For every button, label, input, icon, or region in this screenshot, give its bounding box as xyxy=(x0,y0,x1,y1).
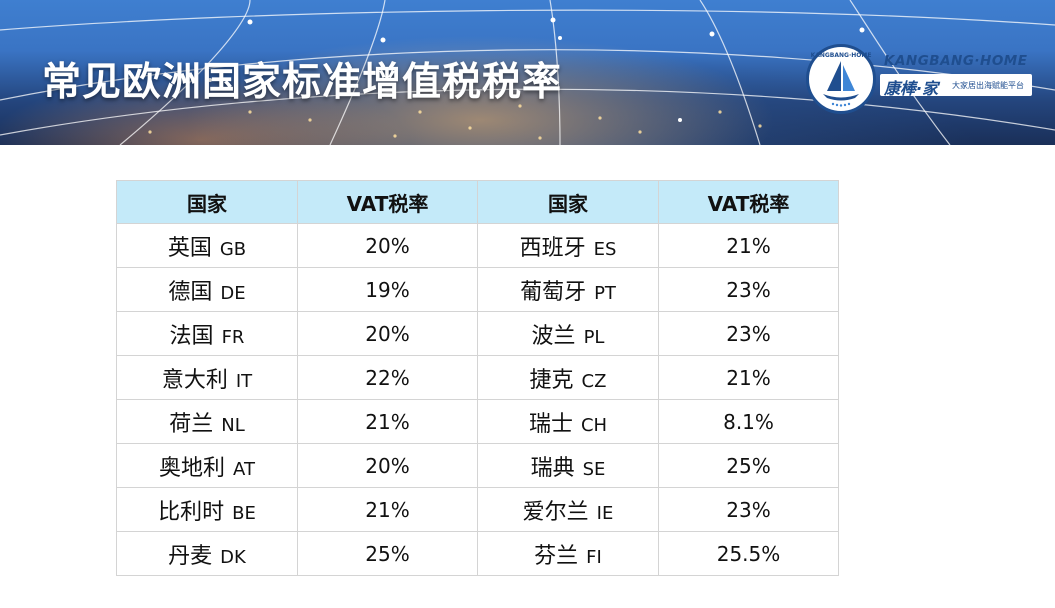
vat-rate-cell: 20% xyxy=(297,311,478,356)
table-row: 意大利 IT 22% 捷克 CZ 21% xyxy=(116,355,839,400)
vat-rate-cell: 25% xyxy=(658,443,839,488)
table-row: 丹麦 DK 25% 芬兰 FI 25.5% xyxy=(116,531,839,576)
header-banner: 常见欧洲国家标准增值税税率 KANGBANG·HOME KANGBANG·HOM… xyxy=(0,0,1055,145)
table-row: 英国 GB 20% 西班牙 ES 21% xyxy=(116,223,839,268)
country-code: GB xyxy=(219,238,247,260)
country-code: SE xyxy=(582,458,606,480)
country-cell: 爱尔兰 IE xyxy=(477,487,659,532)
country-name: 葡萄牙 xyxy=(520,279,587,305)
country-cell: 丹麦 DK xyxy=(116,531,298,576)
country-cell: 芬兰 FI xyxy=(477,531,659,576)
country-cell: 瑞士 CH xyxy=(477,399,659,444)
country-name: 捷克 xyxy=(529,367,574,393)
vat-rate-cell: 8.1% xyxy=(658,399,839,444)
country-cell: 瑞典 SE xyxy=(477,443,659,488)
country-code: FI xyxy=(586,546,602,568)
country-code: DK xyxy=(220,546,246,568)
vat-rate-cell: 19% xyxy=(297,267,478,312)
country-code: CZ xyxy=(581,370,607,392)
country-name: 波兰 xyxy=(531,323,576,349)
country-name: 丹麦 xyxy=(168,543,213,569)
vat-rate-cell: 23% xyxy=(658,267,839,312)
country-cell: 比利时 BE xyxy=(116,487,298,532)
vat-rate-cell: 20% xyxy=(297,223,478,268)
country-cell: 奥地利 AT xyxy=(116,443,298,488)
header-country: 国家 xyxy=(116,180,298,224)
country-code: NL xyxy=(221,414,245,436)
country-cell: 意大利 IT xyxy=(116,355,298,400)
vat-rate-cell: 22% xyxy=(297,355,478,400)
country-name: 德国 xyxy=(168,279,213,305)
country-code: IT xyxy=(235,370,253,392)
globe-network-graphic xyxy=(0,0,1055,145)
brand-logo: KANGBANG·HOME KANGBANG·HOME 康棒·家 大家居出海赋能… xyxy=(806,44,1032,114)
country-name: 瑞士 xyxy=(528,411,573,437)
header-vat-rate: VAT税率 xyxy=(658,180,839,224)
table-header-row: 国家 VAT税率 国家 VAT税率 xyxy=(116,180,839,224)
vat-rate-table: 国家 VAT税率 国家 VAT税率 英国 GB 20% 西班牙 ES 21% 德国 D… xyxy=(116,180,839,576)
brand-name-cn: 康棒·家 xyxy=(884,79,939,98)
vat-rate-cell: 21% xyxy=(658,223,839,268)
page-title: 常见欧洲国家标准增值税税率 xyxy=(42,60,563,105)
vat-rate-cell: 21% xyxy=(297,399,478,444)
country-cell: 法国 FR xyxy=(116,311,298,356)
country-name: 荷兰 xyxy=(169,411,214,437)
country-name: 奥地利 xyxy=(159,455,226,481)
table-row: 比利时 BE 21% 爱尔兰 IE 23% xyxy=(116,487,839,532)
country-cell: 捷克 CZ xyxy=(477,355,659,400)
vat-rate-cell: 21% xyxy=(658,355,839,400)
country-code: DE xyxy=(220,282,246,304)
country-code: PL xyxy=(583,326,605,348)
country-name: 西班牙 xyxy=(519,235,586,261)
header-country: 国家 xyxy=(477,180,659,224)
vat-rate-cell: 20% xyxy=(297,443,478,488)
country-name: 法国 xyxy=(169,323,214,349)
table-row: 法国 FR 20% 波兰 PL 23% xyxy=(116,311,839,356)
country-name: 爱尔兰 xyxy=(522,499,589,525)
country-cell: 西班牙 ES xyxy=(477,223,659,268)
country-name: 芬兰 xyxy=(534,543,579,569)
brand-slogan: 大家居出海赋能平台 xyxy=(952,81,1024,90)
country-cell: 德国 DE xyxy=(116,267,298,312)
vat-rate-cell: 25.5% xyxy=(658,531,839,576)
sailboat-icon: KANGBANG·HOME xyxy=(806,44,876,114)
table-row: 奥地利 AT 20% 瑞典 SE 25% xyxy=(116,443,839,488)
logo-ring-text: KANGBANG·HOME xyxy=(810,52,872,59)
country-name: 瑞典 xyxy=(530,455,575,481)
country-cell: 波兰 PL xyxy=(477,311,659,356)
country-code: BE xyxy=(232,502,256,524)
country-code: ES xyxy=(593,238,617,260)
country-code: PT xyxy=(594,282,616,304)
country-code: CH xyxy=(580,414,608,436)
country-cell: 葡萄牙 PT xyxy=(477,267,659,312)
country-cell: 英国 GB xyxy=(116,223,298,268)
country-code: FR xyxy=(221,326,245,348)
country-name: 英国 xyxy=(167,235,212,261)
country-name: 比利时 xyxy=(158,499,225,525)
vat-rate-cell: 23% xyxy=(658,311,839,356)
vat-rate-cell: 25% xyxy=(297,531,478,576)
table-row: 德国 DE 19% 葡萄牙 PT 23% xyxy=(116,267,839,312)
table-row: 荷兰 NL 21% 瑞士 CH 8.1% xyxy=(116,399,839,444)
vat-rate-cell: 23% xyxy=(658,487,839,532)
vat-rate-cell: 21% xyxy=(297,487,478,532)
country-name: 意大利 xyxy=(161,367,228,393)
country-code: AT xyxy=(233,458,255,480)
header-vat-rate: VAT税率 xyxy=(297,180,478,224)
brand-name-en: KANGBANG·HOME xyxy=(884,53,1028,69)
country-code: IE xyxy=(596,502,614,524)
country-cell: 荷兰 NL xyxy=(116,399,298,444)
